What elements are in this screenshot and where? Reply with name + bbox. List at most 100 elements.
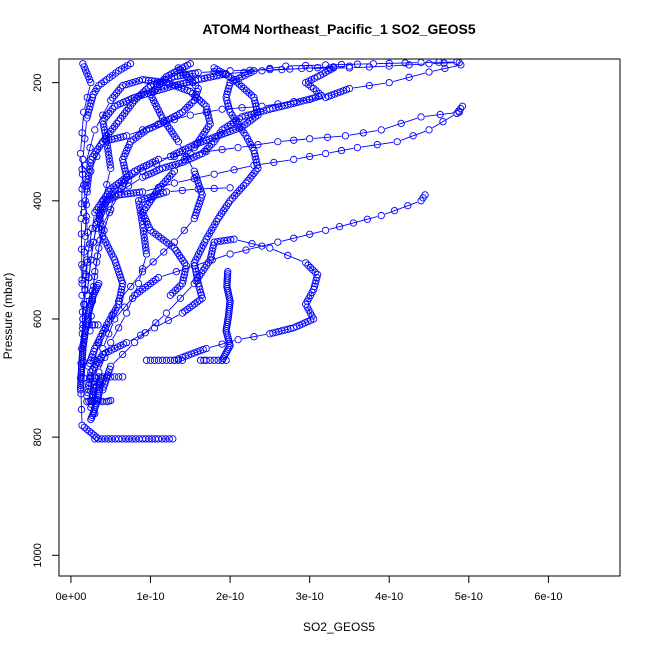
series-line-segment [393,63,426,67]
data-point [81,232,89,240]
data-point [170,179,179,187]
data-point [138,188,147,196]
series-line-segment [197,254,227,265]
data-point [190,167,198,175]
data-point [78,291,86,299]
data-point [158,356,167,364]
data-point [337,146,346,155]
series-line-segment [146,183,171,192]
data-point [219,354,227,363]
x-tick-label: 5e-10 [455,591,483,603]
data-point [135,188,144,196]
data-point [87,167,95,175]
data-point [237,184,246,192]
data-point [80,423,89,431]
data-point [174,64,183,72]
data-point [218,145,226,154]
data-point [385,59,393,67]
data-point [244,176,252,185]
data-point [109,105,117,113]
series-line-segment [142,228,147,251]
data-point [82,201,90,209]
data-point [198,98,206,106]
data-point [306,263,315,272]
data-point [248,172,256,180]
series-line-segment [305,65,346,69]
data-point [222,349,230,357]
series-line-segment [94,88,98,92]
data-point [242,179,250,187]
data-point [329,64,338,72]
data-point [188,99,196,107]
x-tick-label: 2e-10 [216,591,244,603]
data-point [77,230,86,238]
data-point [107,373,115,381]
series-line-segment [313,135,342,139]
data-point [85,273,93,282]
data-point [122,80,130,89]
data-point [401,59,409,67]
data-point [177,66,185,74]
data-point [266,244,274,252]
data-point [242,246,250,254]
data-point [455,108,463,116]
series-line-segment [157,314,180,327]
data-point [138,265,147,273]
series-line-segment [196,127,209,145]
series-line-segment [217,165,251,174]
data-point [226,197,234,205]
series-line-segment [87,216,95,257]
data-point [115,373,123,381]
series-line-segment [433,62,456,65]
data-point [79,60,87,68]
data-point [128,294,137,302]
series-line-segment [99,198,114,245]
data-point [91,321,99,329]
data-point [210,170,218,178]
series-line-segment [257,159,290,166]
data-point [119,81,127,90]
data-point [149,258,157,266]
data-point [115,324,123,332]
series-line-segment [297,99,306,103]
data-point [417,113,425,121]
data-point [250,93,258,102]
data-point [158,164,167,172]
data-point [166,172,174,180]
data-point [210,356,218,364]
series-line-segment [392,72,426,83]
data-point [377,126,385,134]
data-point [218,340,226,348]
data-point [290,136,298,144]
data-point [202,356,210,364]
data-point [269,329,277,337]
data-point [118,282,126,291]
x-tick-label: 1e-10 [136,591,164,603]
data-point [107,362,115,370]
data-point [349,219,358,227]
data-point [174,355,183,363]
data-point [440,59,448,67]
data-point [208,256,216,264]
data-point [154,86,162,95]
data-point [81,66,90,74]
data-point [79,155,87,164]
x-tick-label: 4e-10 [375,591,403,603]
series-line-segment [289,64,322,67]
data-point [186,60,194,68]
series-line-segment [144,192,157,210]
data-point [197,194,205,202]
data-series [83,396,115,406]
data-point [176,294,185,302]
data-point [313,64,322,72]
data-point [240,84,248,93]
data-point [136,207,144,215]
data-point [205,142,214,151]
data-point [393,138,401,146]
data-point [225,81,233,90]
data-point [122,338,131,347]
data-point [417,58,425,67]
series-line-segment [113,345,133,364]
y-tick-label: 200 [32,73,44,91]
data-point [165,435,173,443]
